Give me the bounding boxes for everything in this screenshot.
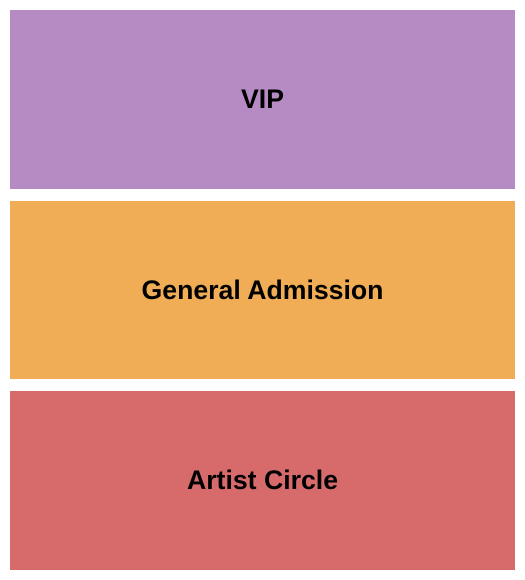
section-label: Artist Circle [187,465,338,496]
seating-chart: VIP General Admission Artist Circle [10,10,515,570]
section-artist-circle[interactable]: Artist Circle [10,391,515,570]
section-general-admission[interactable]: General Admission [10,201,515,380]
section-label: VIP [241,84,284,115]
section-vip[interactable]: VIP [10,10,515,189]
section-label: General Admission [142,275,384,306]
